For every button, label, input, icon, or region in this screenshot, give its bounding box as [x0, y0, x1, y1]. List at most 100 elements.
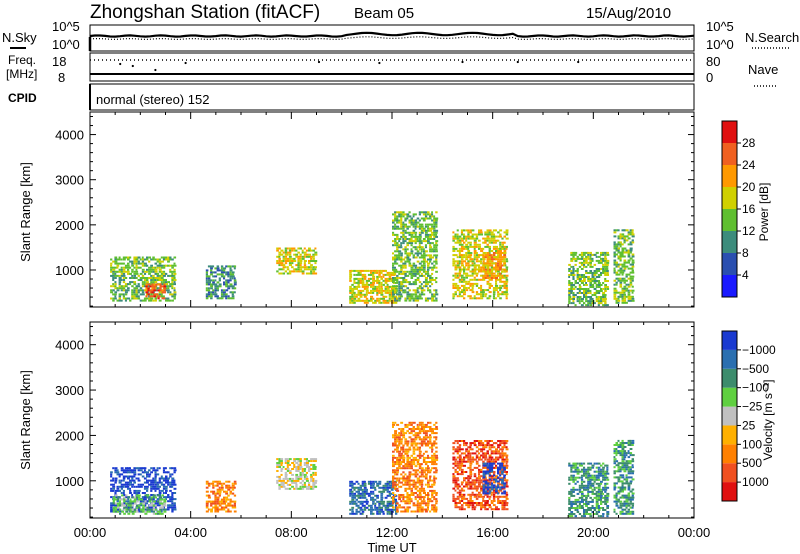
echo-cell-5 — [424, 281, 428, 284]
station-title: Zhongshan Station (fitACF) — [90, 2, 320, 23]
echo-cell-6 — [467, 446, 471, 449]
echo-cell-1 — [161, 512, 164, 515]
echo-cell-5 — [435, 421, 438, 424]
echo-cell-9 — [627, 295, 631, 298]
echo-cell-5 — [410, 293, 413, 296]
echo-cell-6 — [490, 440, 493, 442]
echo-cell-1 — [121, 498, 124, 501]
echo-cell-0 — [137, 260, 140, 263]
echo-cell-9 — [621, 273, 624, 276]
echo-cell-6 — [488, 506, 492, 509]
echo-cell-4 — [349, 273, 353, 276]
echo-cell-6 — [456, 452, 459, 455]
echo-cell-6 — [480, 471, 483, 473]
echo-cell-1 — [131, 512, 135, 515]
echo-cell-7 — [482, 277, 485, 279]
echo-cell-8 — [570, 292, 573, 294]
echo-cell-0 — [158, 262, 162, 265]
echo-cell-0 — [116, 274, 119, 277]
echo-cell-6 — [467, 295, 470, 298]
echo-cell-0 — [154, 277, 158, 279]
echo-cell-5 — [410, 442, 413, 445]
echo-cell-6 — [492, 235, 496, 238]
echo-cell-0 — [110, 479, 113, 482]
echo-cell-2 — [229, 267, 232, 270]
echo-cell-3 — [310, 473, 313, 476]
echo-cell-4 — [353, 502, 356, 505]
echo-cell-6 — [475, 291, 479, 294]
echo-cell-5 — [420, 489, 423, 492]
echo-cell-5 — [416, 502, 419, 505]
echo-cell-5 — [431, 231, 434, 234]
echo-cell-5 — [424, 235, 428, 238]
echo-cell-2 — [205, 482, 209, 485]
echo-cell-0 — [148, 297, 151, 300]
echo-cell-6 — [488, 446, 491, 449]
echo-cell-5 — [424, 502, 428, 505]
echo-cell-4 — [370, 484, 372, 487]
echo-cell-0 — [158, 479, 161, 482]
echo-cell-2 — [214, 275, 218, 278]
echo-cell-4 — [361, 494, 364, 497]
echo-cell-6 — [456, 460, 459, 463]
echo-cell-4 — [353, 281, 356, 284]
echo-cell-4 — [374, 279, 377, 282]
echo-cell-0 — [162, 469, 165, 472]
echo-cell-6 — [465, 442, 468, 445]
echo-cell-5 — [429, 479, 432, 482]
echo-cell-0 — [165, 496, 168, 499]
echo-cell-0 — [118, 277, 122, 279]
echo-cell-5 — [412, 479, 416, 482]
echo-cell-1 — [159, 512, 162, 515]
echo-cell-1 — [133, 502, 137, 505]
echo-cell-6 — [488, 274, 492, 277]
echo-cell-5 — [431, 219, 434, 222]
echo-cell-3 — [314, 473, 317, 476]
echo-cell-0 — [150, 258, 154, 261]
echo-cell-1 — [151, 287, 154, 290]
echo-cell-8 — [572, 276, 575, 278]
echo-cell-6 — [463, 297, 466, 300]
echo-cell-5 — [396, 506, 399, 509]
echo-cell-5 — [427, 494, 430, 496]
echo-cell-0 — [173, 506, 177, 509]
echo-cell-9 — [617, 255, 620, 258]
echo-cell-5 — [412, 297, 415, 300]
echo-cell-5 — [406, 297, 410, 300]
echo-cell-6 — [454, 460, 457, 463]
echo-cell-5 — [392, 233, 395, 236]
echo-cell-9 — [621, 229, 625, 232]
echo-cell-0 — [158, 268, 162, 271]
echo-cell-6 — [458, 287, 461, 289]
echo-cell-6 — [456, 479, 460, 482]
echo-cell-5 — [418, 508, 422, 511]
echo-cell-9 — [627, 261, 630, 264]
echo-cell-5 — [412, 221, 415, 224]
echo-cell-2 — [216, 498, 220, 501]
echo-cell-6 — [463, 270, 466, 273]
echo-cell-0 — [171, 281, 174, 284]
echo-cell-6 — [501, 258, 505, 261]
echo-cell-4 — [349, 285, 352, 288]
echo-cell-3 — [297, 266, 300, 269]
echo-cell-4 — [370, 297, 373, 300]
echo-cell-3 — [312, 479, 315, 482]
echo-cell-9 — [621, 265, 624, 268]
echo-cell-3 — [280, 264, 284, 267]
echo-cell-4 — [386, 283, 389, 286]
echo-cell-6 — [456, 485, 460, 488]
echo-cell-5 — [392, 483, 395, 486]
echo-cell-1 — [135, 494, 139, 497]
echo-cell-4 — [351, 301, 355, 304]
echo-cell-5 — [433, 231, 437, 234]
echo-cell-4 — [349, 508, 352, 511]
echo-cell-0 — [135, 293, 139, 296]
echo-cell-3 — [314, 262, 317, 265]
echo-cell-7 — [486, 256, 489, 259]
echo-cell-1 — [144, 510, 147, 513]
echo-cell-4 — [388, 494, 391, 497]
echo-cell-4 — [353, 482, 356, 485]
echo-cell-6 — [486, 237, 490, 240]
echo-cell-0 — [173, 272, 177, 275]
